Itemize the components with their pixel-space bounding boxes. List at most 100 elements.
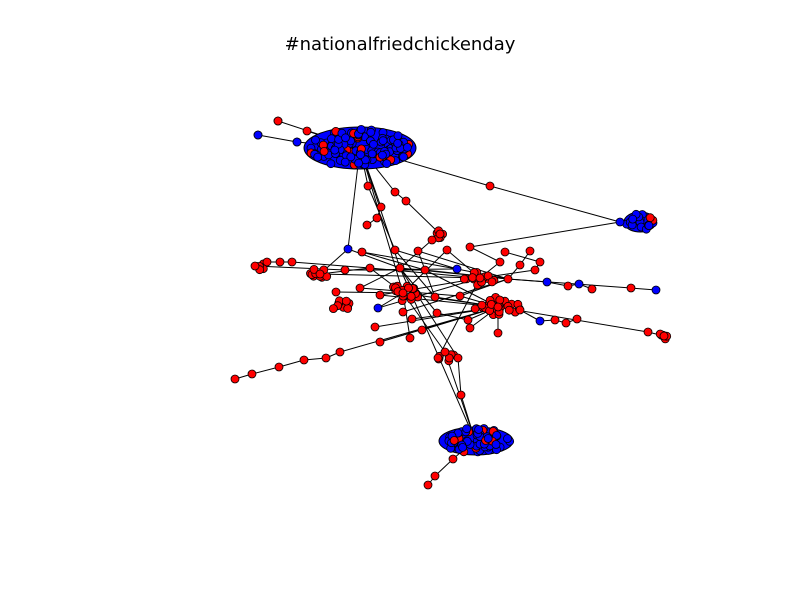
graph-edge (254, 265, 346, 271)
cluster-top (303, 124, 417, 170)
graph-node-red (525, 246, 535, 256)
graph-node-blue (373, 303, 383, 313)
graph-node-red (407, 314, 417, 324)
graph-node-red (343, 304, 353, 313)
graph-node-red (423, 480, 433, 490)
graph-node-blue (311, 135, 320, 145)
graph-node-red (395, 263, 405, 273)
graph-node-red (398, 288, 408, 298)
graph-edge (359, 267, 401, 289)
graph-node-red (398, 307, 408, 317)
graph-edge (489, 185, 621, 223)
graph-edge (394, 249, 458, 270)
graph-node-red (659, 331, 669, 341)
graph-node-red (420, 265, 430, 275)
graph-edge (399, 267, 438, 314)
graph-clusters (303, 124, 658, 457)
graph-node-blue (503, 434, 512, 444)
graph-node-red (448, 454, 458, 464)
graph-node-red (401, 196, 411, 206)
graph-node-blue (343, 244, 353, 254)
graph-node-red (468, 273, 477, 283)
graph-node-red (459, 274, 469, 284)
graph-node-red (365, 263, 375, 273)
graph-node-blue (382, 159, 392, 169)
graph-node-blue (292, 137, 302, 147)
graph-node-red (405, 333, 415, 343)
graph-node-blue (330, 145, 340, 155)
graph-node-red (477, 300, 487, 310)
graph-node-red (645, 213, 655, 223)
graph-node-red (287, 257, 297, 267)
graph-node-red (375, 290, 385, 300)
graph-node-red (626, 283, 636, 293)
graph-node-blue (369, 139, 378, 149)
red-cluster-center (389, 281, 423, 306)
graph-node-red (340, 265, 350, 275)
graph-node-red (427, 235, 437, 245)
red-cluster-lower-left (328, 296, 354, 314)
graph-node-red (432, 308, 442, 318)
graph-edge (394, 249, 436, 298)
graph-node-red (331, 287, 341, 297)
graph-edge (469, 246, 501, 263)
graph-node-red (390, 187, 400, 197)
graph-node-red (453, 353, 463, 363)
graph-node-blue (644, 221, 654, 231)
graph-node-blue (462, 424, 472, 434)
graph-edge (251, 366, 280, 375)
graph-node-red (561, 318, 571, 328)
graph-node-red (440, 347, 450, 357)
graph-node-red (455, 291, 465, 301)
graph-node-red (363, 181, 373, 191)
graph-node-blue (393, 131, 403, 141)
graph-edge (436, 312, 469, 321)
graph-node-blue (615, 217, 625, 227)
graph-edge (361, 251, 458, 270)
graph-node-red (275, 257, 285, 267)
graph-node-red (500, 247, 510, 257)
graph-edge (405, 200, 441, 235)
graph-node-red (433, 353, 443, 363)
graph-node-red (515, 260, 525, 270)
graph-node-blue (366, 127, 376, 137)
graph-node-blue (367, 149, 377, 159)
graph-node-red (262, 257, 272, 267)
graph-node-blue (628, 214, 638, 224)
graph-node-blue (452, 264, 462, 274)
graph-node-red (643, 327, 653, 337)
graph-node-red (430, 471, 440, 481)
graph-node-red (375, 337, 385, 347)
graph-node-blue (341, 133, 350, 143)
graph-node-red (273, 116, 283, 126)
graph-node-blue (574, 279, 584, 289)
graph-node-blue (399, 152, 408, 162)
graph-node-blue (458, 442, 468, 452)
graph-edges (234, 120, 665, 486)
graph-node-blue (346, 152, 356, 162)
graph-node-red (535, 257, 545, 267)
graph-node-red (390, 245, 400, 255)
graph-edge (257, 134, 298, 143)
graph-node-blue (491, 440, 501, 449)
graph-node-blue (402, 142, 412, 152)
graph-node-red (274, 362, 284, 372)
graph-node-red (321, 353, 331, 363)
graph-edge (319, 273, 481, 279)
graph-node-red (463, 315, 473, 325)
graph-node-red (335, 347, 345, 357)
graph-node-red (362, 220, 372, 230)
graph-node-red (309, 264, 319, 274)
graph-node-red (485, 181, 495, 191)
graph-node-red (487, 277, 497, 287)
graph-edge (459, 278, 509, 297)
graph-node-red (315, 269, 325, 279)
graph-node-blue (354, 158, 364, 168)
graph-node-red (435, 229, 445, 239)
graph-node-red (404, 283, 413, 293)
graph-node-blue (253, 130, 263, 140)
graph-node-red (449, 436, 459, 445)
graph-node-red (417, 325, 427, 335)
graph-node-blue (542, 277, 552, 287)
